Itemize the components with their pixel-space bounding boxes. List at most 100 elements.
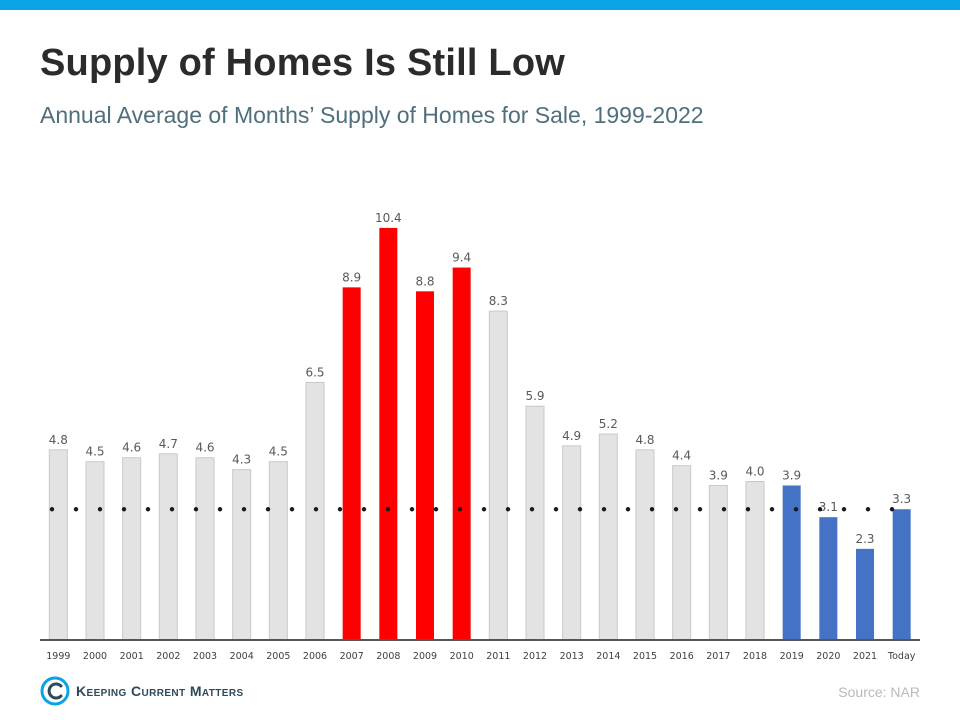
reference-dot xyxy=(457,507,463,512)
reference-dot xyxy=(889,507,895,512)
reference-dot xyxy=(553,507,559,512)
data-label-2008: 10.4 xyxy=(375,211,402,225)
reference-dot xyxy=(289,507,295,512)
reference-dot xyxy=(577,507,583,512)
reference-dot xyxy=(625,507,631,512)
x-tick-label-2004: 2004 xyxy=(230,651,254,662)
reference-dot xyxy=(673,507,679,512)
x-tick-label-2019: 2019 xyxy=(780,651,804,662)
bar-2021 xyxy=(856,548,874,640)
data-label-2004: 4.3 xyxy=(232,453,251,467)
x-tick-label-2021: 2021 xyxy=(853,651,877,662)
reference-dot xyxy=(865,507,871,512)
data-label-1999: 4.8 xyxy=(49,433,68,447)
reference-dot xyxy=(817,507,823,512)
x-tick-label-2010: 2010 xyxy=(450,651,474,662)
reference-dot xyxy=(169,507,175,512)
reference-dot xyxy=(721,507,727,512)
bar-2014 xyxy=(598,433,618,641)
x-tick-label-2003: 2003 xyxy=(193,651,217,662)
data-label-2012: 5.9 xyxy=(525,389,544,403)
bar-2004 xyxy=(232,469,252,641)
bar-2013 xyxy=(562,445,582,641)
bar-2003 xyxy=(195,457,215,641)
bar-Today xyxy=(892,509,911,640)
reference-dot xyxy=(97,507,103,512)
brand-logo: Keeping Current Matters xyxy=(40,676,244,706)
reference-dot xyxy=(73,507,79,512)
x-tick-label-2016: 2016 xyxy=(670,651,694,662)
reference-dot xyxy=(337,507,343,512)
bar-2019 xyxy=(782,485,801,640)
reference-dot xyxy=(745,507,751,512)
data-label-2001: 4.6 xyxy=(122,441,141,455)
data-label-2010: 9.4 xyxy=(452,251,471,265)
top-accent-bar xyxy=(0,0,960,10)
x-tick-label-2020: 2020 xyxy=(816,651,840,662)
reference-dot xyxy=(433,507,439,512)
reference-dot xyxy=(193,507,199,512)
x-tick-label-2018: 2018 xyxy=(743,651,767,662)
data-label-2020: 3.1 xyxy=(819,500,838,514)
x-tick-label-2005: 2005 xyxy=(266,651,290,662)
page-subtitle: Annual Average of Months’ Supply of Home… xyxy=(40,102,704,128)
reference-dot xyxy=(793,507,799,512)
bar-2001 xyxy=(122,457,142,641)
reference-dot xyxy=(49,507,55,512)
reference-dot xyxy=(313,507,319,512)
data-label-2005: 4.5 xyxy=(269,445,288,459)
data-label-2011: 8.3 xyxy=(489,294,508,308)
bar-2016 xyxy=(672,465,692,641)
kcm-logo-icon xyxy=(40,676,70,706)
data-label-2021: 2.3 xyxy=(855,532,874,546)
bar-2010 xyxy=(452,267,471,640)
data-label-2019: 3.9 xyxy=(782,468,801,482)
data-label-2000: 4.5 xyxy=(85,445,104,459)
x-tick-label-2000: 2000 xyxy=(83,651,107,662)
data-label-2006: 6.5 xyxy=(305,365,324,379)
bar-1999 xyxy=(48,449,68,641)
data-label-2017: 3.9 xyxy=(709,468,728,482)
reference-dot xyxy=(361,507,367,512)
x-tick-label-2002: 2002 xyxy=(156,651,180,662)
reference-dot xyxy=(121,507,127,512)
x-tick-label-2012: 2012 xyxy=(523,651,547,662)
bar-2012 xyxy=(525,405,545,641)
bar-2008 xyxy=(379,227,398,640)
x-tick-label-2011: 2011 xyxy=(486,651,510,662)
x-tick-label-1999: 1999 xyxy=(46,651,70,662)
data-label-2009: 8.8 xyxy=(415,274,434,288)
bar-2018 xyxy=(745,481,765,641)
source-note: Source: NAR xyxy=(838,684,920,700)
reference-dot xyxy=(481,507,487,512)
x-tick-label-2014: 2014 xyxy=(596,651,620,662)
reference-dot xyxy=(697,507,703,512)
data-label-2015: 4.8 xyxy=(635,433,654,447)
bar-2011 xyxy=(488,310,508,641)
data-label-2002: 4.7 xyxy=(159,437,178,451)
page-title: Supply of Homes Is Still Low xyxy=(40,42,565,84)
x-tick-label-2001: 2001 xyxy=(120,651,144,662)
reference-dot xyxy=(145,507,151,512)
bar-2000 xyxy=(85,461,105,641)
data-label-2018: 4.0 xyxy=(745,465,764,479)
bar-2002 xyxy=(158,453,178,641)
x-tick-label-2017: 2017 xyxy=(706,651,730,662)
bar-2015 xyxy=(635,449,655,641)
x-tick-label-2013: 2013 xyxy=(560,651,584,662)
x-tick-label-2008: 2008 xyxy=(376,651,400,662)
data-label-2014: 5.2 xyxy=(599,417,618,431)
reference-dot xyxy=(505,507,511,512)
x-tick-label-2015: 2015 xyxy=(633,651,657,662)
data-label-2003: 4.6 xyxy=(195,441,214,455)
reference-dot xyxy=(649,507,655,512)
reference-dot xyxy=(841,507,847,512)
bar-2006 xyxy=(305,381,325,641)
bar-2020 xyxy=(819,517,838,640)
data-label-2013: 4.9 xyxy=(562,429,581,443)
data-label-Today: 3.3 xyxy=(892,492,911,506)
data-label-2007: 8.9 xyxy=(342,270,361,284)
reference-dot xyxy=(601,507,607,512)
x-tick-label-2009: 2009 xyxy=(413,651,437,662)
